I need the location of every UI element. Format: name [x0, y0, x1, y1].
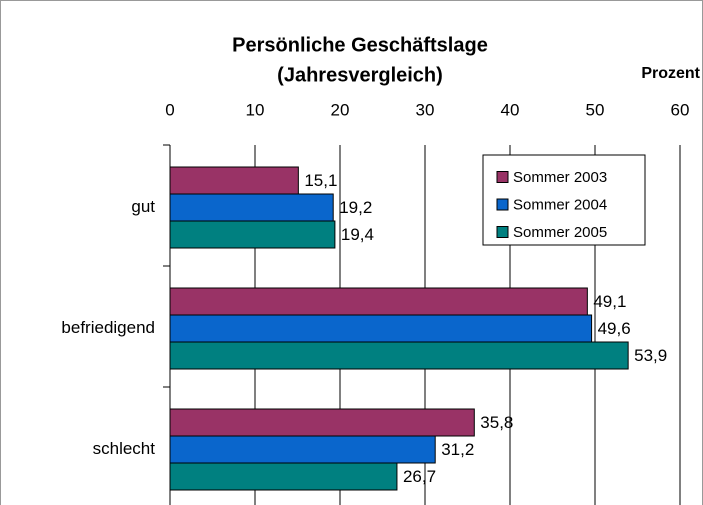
axis-label: Prozent — [641, 65, 700, 82]
chart-title: Persönliche Geschäftslage — [232, 34, 488, 56]
legend-swatch — [496, 171, 509, 183]
legend-swatch — [496, 226, 509, 238]
bar — [169, 287, 588, 316]
data-label: 19,4 — [341, 225, 374, 244]
data-label: 49,1 — [593, 292, 626, 311]
x-tick-label: 60 — [671, 100, 690, 119]
data-label: 35,8 — [480, 413, 513, 432]
legend-box — [482, 154, 646, 246]
bar — [169, 462, 398, 491]
data-label: 26,7 — [403, 467, 436, 486]
x-tick-label: 20 — [331, 100, 350, 119]
y-tick-label: gut — [131, 197, 155, 216]
data-label: 15,1 — [304, 171, 337, 190]
bar — [169, 435, 436, 464]
data-label: 19,2 — [339, 198, 372, 217]
data-label: 49,6 — [598, 319, 631, 338]
bar — [169, 408, 475, 437]
x-tick-label: 0 — [165, 100, 174, 119]
data-label: 31,2 — [441, 440, 474, 459]
bar — [169, 166, 299, 195]
x-tick-label: 50 — [586, 100, 605, 119]
bar — [169, 341, 629, 370]
x-tick-label: 40 — [501, 100, 520, 119]
legend-label: Sommer 2005 — [513, 224, 607, 241]
x-tick-label: 10 — [246, 100, 265, 119]
legend-swatch — [496, 198, 509, 211]
legend-label: Sommer 2004 — [513, 196, 607, 213]
y-tick-label: befriedigend — [61, 318, 155, 337]
x-tick-label: 30 — [416, 100, 435, 119]
data-label: 53,9 — [634, 346, 667, 365]
legend-label: Sommer 2003 — [513, 169, 607, 186]
y-tick-label: schlecht — [93, 439, 156, 458]
bar — [169, 314, 593, 343]
bar — [169, 193, 334, 222]
bar — [169, 220, 336, 249]
chart-subtitle: (Jahresvergleich) — [277, 64, 443, 86]
